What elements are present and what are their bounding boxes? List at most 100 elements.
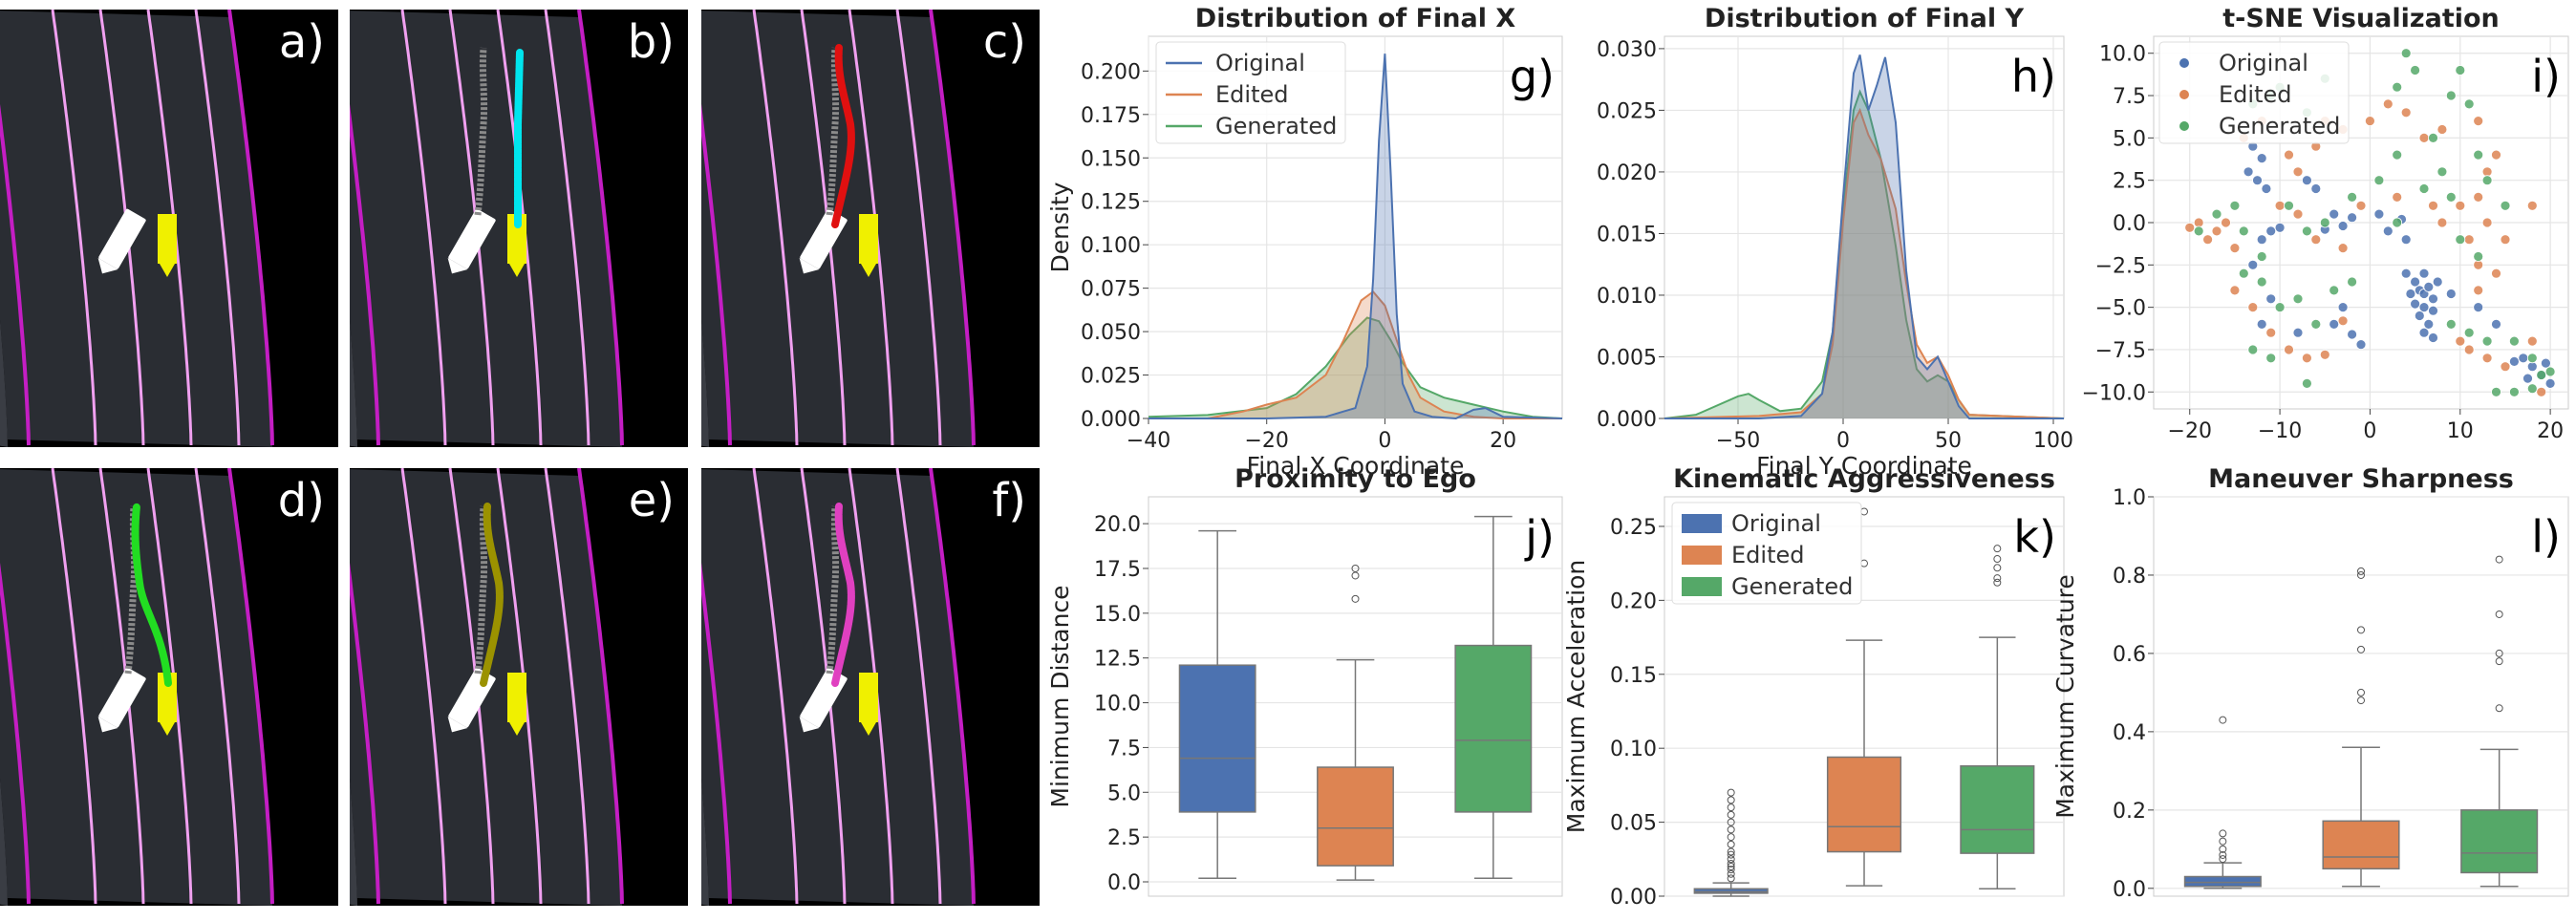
scatter-point-original [2337, 221, 2349, 231]
scatter-point-edited [2229, 285, 2241, 296]
box-generated [1454, 515, 1533, 880]
y-tick-label: 12.5 [1094, 648, 1141, 672]
outlier-point [1727, 818, 1735, 826]
ego-vehicle [97, 208, 146, 274]
outlier-point [1727, 803, 1735, 812]
scatter-point-original [2432, 276, 2443, 288]
scatter-point-original [2445, 289, 2457, 299]
outlier-point [1993, 555, 2002, 564]
outlier-point [1993, 545, 2002, 553]
chart-proximity-box: 0.0 2.5 5.0 7.5 10.0 12.5 15.0 17.5 20.0 Proximit… [1046, 464, 1567, 917]
box-body [1178, 664, 1256, 813]
outlier-point [1727, 866, 1735, 874]
density-line-generated [1664, 89, 2065, 419]
outlier-point [2219, 829, 2227, 838]
lane-line [544, 10, 590, 446]
road-shoulder [350, 778, 357, 906]
legend-label-edited: Edited [2219, 81, 2291, 108]
road-scene [0, 10, 274, 447]
scatter-point-edited [2310, 234, 2322, 246]
lane-line [577, 10, 624, 446]
legend-label-original: Original [1215, 50, 1305, 76]
chart-title: Maneuver Sharpness [2208, 464, 2514, 494]
scatter-point-original [2274, 222, 2286, 233]
scatter-point-original [2428, 293, 2438, 305]
scatter-point-generated [2445, 191, 2457, 203]
outlier-point [1727, 874, 1735, 883]
y-tick-label: 0.4 [2113, 721, 2146, 745]
scatter-point-original [2256, 234, 2267, 246]
scatter-point-edited [2481, 217, 2493, 228]
scatter-point-edited [2211, 225, 2222, 237]
y-tick-label: 0.025 [1081, 365, 1141, 389]
y-tick-label: 2.5 [1107, 826, 1141, 850]
scatter-point-edited [2536, 386, 2547, 397]
scatter-point-edited [2337, 315, 2349, 327]
y-tick-label: −10.0 [2082, 381, 2146, 405]
chart-kinematic-box: 0.00 0.05 0.10 0.15 0.20 0.25 Kinematic Aggres… [1562, 464, 2072, 917]
target-vehicle [158, 673, 177, 736]
y-tick-label: 15.0 [1094, 603, 1141, 627]
x-tick-label: 20 [1490, 429, 1516, 453]
original-trajectory [124, 505, 139, 675]
scatter-point-edited [2202, 234, 2214, 246]
scatter-point-generated [2211, 208, 2222, 220]
scatter-point-original [2405, 289, 2416, 299]
box-generated [1960, 545, 2035, 890]
original-trajectory [826, 505, 840, 675]
scatter-point-edited [2301, 353, 2312, 364]
chart-title: Distribution of Final Y [1705, 4, 2025, 33]
density-fill-generated [1148, 317, 1562, 418]
legend-label-original: Original [1731, 510, 1821, 537]
scatter-point-generated [2392, 149, 2403, 161]
lane-line [400, 468, 447, 905]
panel-label: l) [2531, 511, 2561, 563]
x-tick-label: −20 [1244, 429, 1288, 453]
ego-arrow [799, 257, 820, 274]
target-arrow [861, 264, 876, 277]
lane-line [400, 10, 447, 446]
scatter-point-original [2256, 318, 2267, 330]
chart-title: Kinematic Aggressiveness [1673, 464, 2055, 494]
y-tick-label: 5.0 [2113, 127, 2146, 151]
box-body [1960, 765, 2035, 854]
scatter-point-original [2329, 208, 2340, 220]
y-tick-label: 0.00 [1610, 886, 1657, 910]
scatter-point-edited [2221, 217, 2231, 228]
scatter-point-original [2301, 175, 2312, 186]
ego-vehicle [97, 667, 146, 733]
scatter-point-original [2540, 357, 2551, 369]
scatter-point-edited [2463, 344, 2475, 355]
scatter-point-edited [2355, 200, 2367, 211]
scatter-point-generated [2463, 98, 2475, 110]
y-tick-label: 0.030 [1597, 38, 1657, 62]
ego-arrow [97, 257, 118, 274]
scatter-point-generated [2481, 335, 2493, 347]
panel-label: a) [278, 15, 325, 69]
legend-label-generated: Generated [2219, 113, 2340, 139]
scatter-point-edited [2526, 335, 2538, 347]
y-tick-label: 0.8 [2113, 565, 2146, 589]
outlier-point [1727, 863, 1735, 871]
scatter-point-generated [2436, 166, 2448, 178]
lane-line [701, 103, 732, 446]
y-tick-label: 0.0 [2113, 212, 2146, 236]
scatter-point-edited [2455, 335, 2466, 347]
scatter-point-edited [2284, 149, 2294, 161]
outlier-point [1727, 833, 1735, 842]
y-tick-label: 5.0 [1107, 782, 1141, 805]
scatter-point-original [2418, 327, 2430, 338]
chart-final-y-density: 0.000 0.005 0.010 0.015 0.020 0.025 0.030 −50 0 5… [1567, 0, 2073, 480]
y-tick-label: −2.5 [2095, 254, 2146, 278]
legend-box [2158, 41, 2350, 144]
legend-box [1155, 41, 1346, 144]
legend-label-original: Original [2219, 50, 2308, 76]
y-tick-label: 0.015 [1597, 223, 1657, 246]
edited-trajectory [480, 503, 504, 687]
chart-tsne-scatter: −10.0 −7.5 −5.0 −2.5 0.0 2.5 5.0 7.5 10.0 −20 −10 0… [2072, 0, 2576, 468]
scatter-point-original [2428, 305, 2438, 316]
outlier-point [1993, 578, 2002, 587]
legend-swatch-original [1682, 514, 1722, 533]
scatter-point-edited [2500, 361, 2511, 373]
density-line-original [1664, 54, 2064, 419]
